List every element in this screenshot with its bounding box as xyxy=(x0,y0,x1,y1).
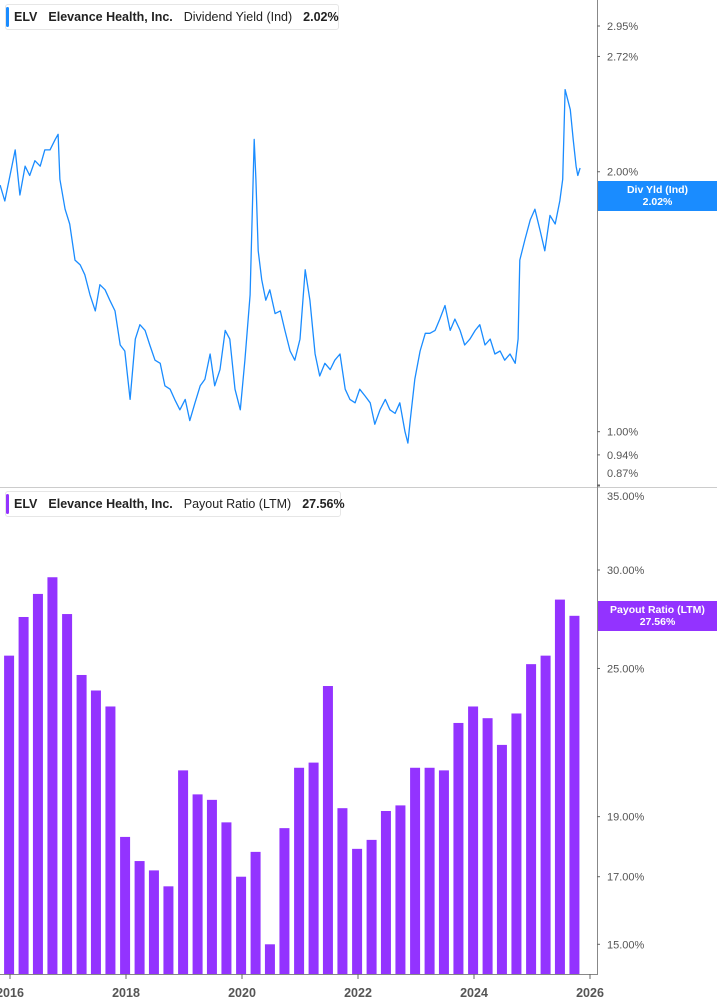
payout-bar xyxy=(134,861,145,974)
yield-y-tick-label: 0.94% xyxy=(607,450,638,462)
payout-bar xyxy=(482,718,493,974)
payout-bar xyxy=(90,690,101,974)
yield-tag-value: 2.02% xyxy=(642,196,673,208)
payout-bar xyxy=(496,744,507,974)
payout-bar xyxy=(554,599,565,974)
payout-bar xyxy=(178,770,189,974)
yield-tag-label: Div Yld (Ind) xyxy=(626,184,689,196)
payout-bar xyxy=(105,706,116,974)
payout-legend: ELV Elevance Health, Inc. Payout Ratio (… xyxy=(5,491,345,517)
payout-bar xyxy=(250,851,261,974)
payout-bar xyxy=(322,686,333,974)
payout-bar xyxy=(18,616,29,974)
legend-metric: Dividend Yield (Ind) xyxy=(183,10,293,24)
payout-bar xyxy=(511,713,522,974)
payout-bar xyxy=(192,794,203,974)
payout-bar xyxy=(395,805,406,974)
payout-bar xyxy=(32,593,43,974)
payout-bar xyxy=(221,822,232,974)
legend-value: 27.56% xyxy=(302,497,345,511)
legend-ticker: ELV xyxy=(14,497,38,511)
x-tick-label: 2024 xyxy=(460,986,488,1000)
yield-legend: ELV Elevance Health, Inc. Dividend Yield… xyxy=(5,4,339,30)
x-tick-label: 2016 xyxy=(0,986,24,1000)
x-tick-label: 2018 xyxy=(112,986,140,1000)
x-tick-label: 2022 xyxy=(344,986,372,1000)
legend-metric: Payout Ratio (LTM) xyxy=(183,497,292,511)
payout-bar xyxy=(424,767,435,974)
payout-bar xyxy=(62,614,73,974)
payout-bar xyxy=(47,577,58,974)
payout-bar xyxy=(236,876,247,974)
payout-y-tick-label: 30.00% xyxy=(607,565,645,577)
payout-bar xyxy=(380,810,391,974)
payout-y-tick-label: 17.00% xyxy=(607,872,645,884)
x-tick-label: 2020 xyxy=(228,986,256,1000)
payout-y-tick-label: 25.00% xyxy=(607,663,645,675)
x-tick-label: 2026 xyxy=(576,986,604,1000)
payout-bar xyxy=(352,848,363,974)
payout-bar xyxy=(264,944,275,974)
payout-bar xyxy=(468,706,479,974)
payout-bar xyxy=(453,722,464,974)
payout-price-tag: Payout Ratio (LTM) 27.56% xyxy=(598,601,717,631)
legend-company: Elevance Health, Inc. xyxy=(48,497,173,511)
legend-value: 2.02% xyxy=(303,10,339,24)
payout-y-tick-label: 35.00% xyxy=(607,491,645,503)
yield-y-tick-label: 2.72% xyxy=(607,51,638,63)
payout-bar xyxy=(337,808,348,974)
payout-y-tick-label: 19.00% xyxy=(607,812,645,824)
legend-ticker: ELV xyxy=(14,10,38,24)
payout-bar xyxy=(308,762,319,974)
payout-legend-swatch xyxy=(6,494,9,514)
payout-bar xyxy=(76,674,87,974)
payout-tag-value: 27.56% xyxy=(639,616,676,628)
yield-price-tag: Div Yld (Ind) 2.02% xyxy=(598,181,717,211)
payout-tag-label: Payout Ratio (LTM) xyxy=(610,604,705,616)
payout-bar xyxy=(206,799,217,974)
payout-bar xyxy=(366,839,377,974)
payout-bar xyxy=(148,870,159,974)
payout-bar xyxy=(294,767,305,974)
payout-bar xyxy=(438,770,449,974)
payout-bar xyxy=(4,655,15,974)
yield-y-tick-label: 0.87% xyxy=(607,468,638,480)
payout-bar xyxy=(526,664,537,974)
payout-bar xyxy=(120,836,131,974)
yield-y-tick-label: 2.95% xyxy=(607,21,638,33)
payout-bar xyxy=(540,655,551,974)
payout-bar xyxy=(279,828,290,974)
yield-y-tick-label: 1.00% xyxy=(607,427,638,439)
legend-company: Elevance Health, Inc. xyxy=(48,10,173,24)
payout-y-tick-label: 15.00% xyxy=(607,939,645,951)
payout-bar xyxy=(410,767,421,974)
yield-line xyxy=(0,88,581,444)
yield-legend-swatch xyxy=(6,7,9,27)
yield-y-tick-label: 2.00% xyxy=(607,167,638,179)
payout-bar xyxy=(163,886,174,974)
payout-bar xyxy=(569,615,580,974)
